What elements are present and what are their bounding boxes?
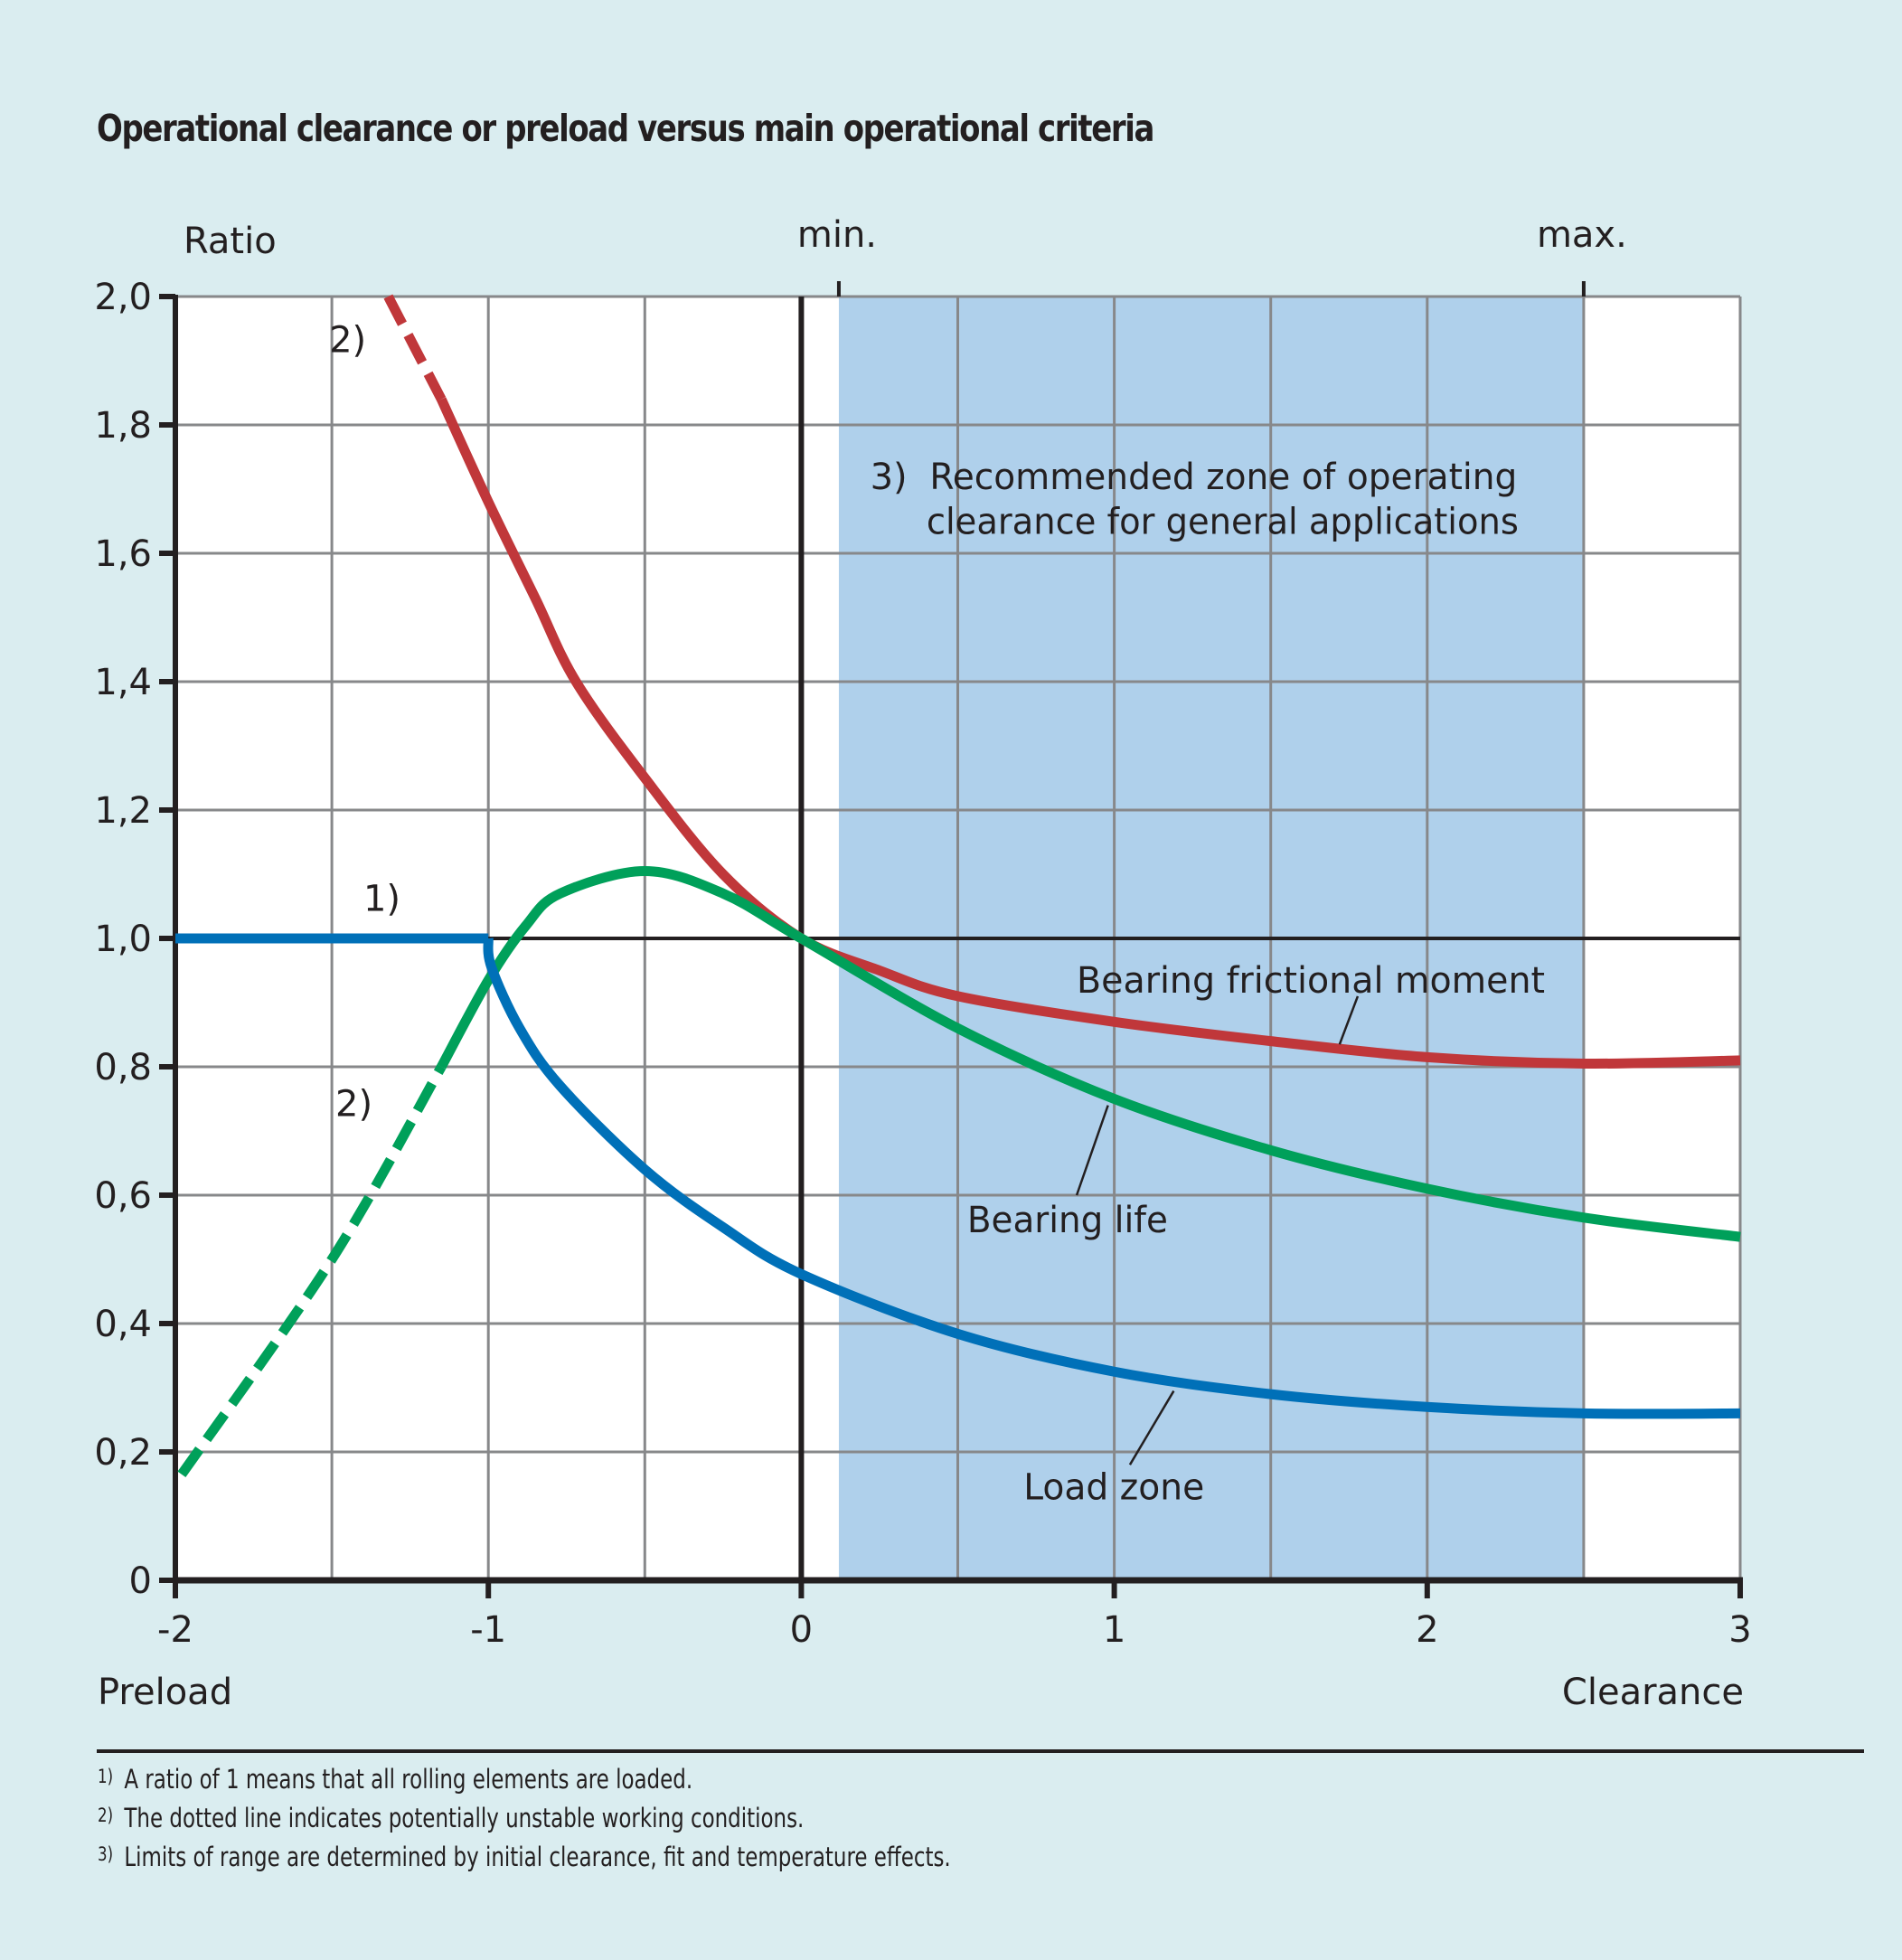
footnote-marker-2-green: 2) bbox=[335, 1084, 372, 1126]
footnote-2: 2) The dotted line indicates potentially … bbox=[98, 1797, 951, 1836]
x-tick-label: 2 bbox=[1416, 1609, 1438, 1651]
y-tick-label: 2,0 bbox=[94, 277, 152, 318]
y-tick-label: 1,0 bbox=[94, 919, 152, 960]
leader-line bbox=[1075, 1105, 1109, 1196]
annotation-load-zone: Load zone bbox=[1023, 1466, 1204, 1508]
footnote-3: 3) Limits of range are determined by init… bbox=[98, 1836, 951, 1875]
annotation-bearing-frictional-moment: Bearing frictional moment bbox=[1077, 960, 1545, 1002]
leader-line bbox=[1128, 1390, 1175, 1465]
x-tick-label: -1 bbox=[470, 1609, 506, 1651]
zone-footnote-marker: 3) bbox=[871, 457, 908, 498]
footnote-1: 1) A ratio of 1 means that all rolling el… bbox=[98, 1758, 951, 1797]
x-tick-label: 1 bbox=[1103, 1609, 1125, 1651]
y-tick-label: 0 bbox=[129, 1560, 152, 1602]
footnote-text: A ratio of 1 means that all rolling elem… bbox=[124, 1764, 693, 1795]
leader-line bbox=[1338, 995, 1360, 1045]
footnote-marker-2-red: 2) bbox=[329, 320, 366, 362]
y-tick-label: 0,4 bbox=[94, 1304, 152, 1345]
footnote-marker-1: 1) bbox=[363, 878, 400, 919]
zone-label-line-2: clearance for general applications bbox=[927, 502, 1519, 543]
series-line-bearing-frictional-moment-dashed bbox=[383, 294, 447, 402]
footnote-divider bbox=[97, 1749, 1864, 1753]
range-marker-label: max. bbox=[1537, 214, 1627, 256]
x-tick-label: 3 bbox=[1728, 1609, 1751, 1651]
chart-title: Operational clearance or preload versus … bbox=[97, 107, 1154, 150]
y-tick-label: 0,8 bbox=[94, 1047, 152, 1088]
range-marker-label: min. bbox=[797, 214, 877, 256]
footnote-mark: 1) bbox=[98, 1766, 114, 1787]
footnote-text: The dotted line indicates potentially un… bbox=[124, 1803, 805, 1833]
y-tick-label: 0,2 bbox=[94, 1432, 152, 1474]
y-tick-label: 1,2 bbox=[94, 790, 152, 832]
x-tick-label: -2 bbox=[157, 1609, 193, 1651]
series-line-load-zone bbox=[483, 938, 1741, 1419]
series-line-bearing-life bbox=[437, 865, 1741, 1242]
x-axis-label-preload: Preload bbox=[98, 1672, 232, 1713]
y-tick-label: 1,6 bbox=[94, 533, 152, 575]
x-axis-label-clearance: Clearance bbox=[1562, 1672, 1744, 1713]
series-line-bearing-life-dashed bbox=[177, 1064, 447, 1478]
x-tick-label: 0 bbox=[790, 1609, 813, 1651]
annotation-bearing-life: Bearing life bbox=[967, 1200, 1168, 1241]
series-line-bearing-frictional-moment bbox=[437, 397, 1741, 1070]
footnote-mark: 2) bbox=[98, 1805, 114, 1826]
footnote-mark: 3) bbox=[98, 1843, 114, 1865]
y-tick-label: 1,8 bbox=[94, 405, 152, 447]
y-tick-label: 0,6 bbox=[94, 1175, 152, 1217]
y-axis-label: Ratio bbox=[184, 221, 277, 262]
zone-label-line-1: Recommended zone of operating bbox=[929, 457, 1517, 498]
y-tick-label: 1,4 bbox=[94, 662, 152, 703]
footnote-text: Limits of range are determined by initia… bbox=[124, 1842, 951, 1872]
footnotes: 1) A ratio of 1 means that all rolling el… bbox=[98, 1758, 1067, 1875]
